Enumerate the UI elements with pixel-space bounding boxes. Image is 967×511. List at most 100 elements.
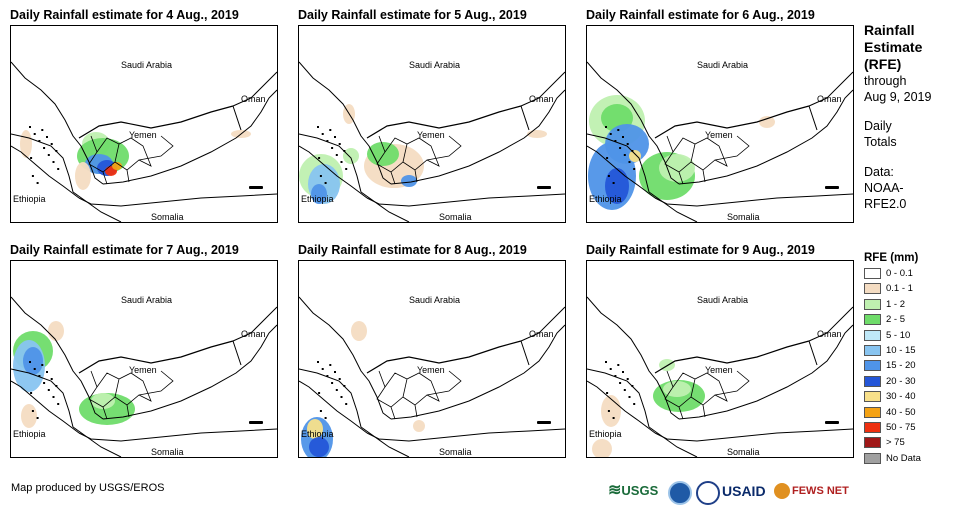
- panel-title: Daily Rainfall estimate for 9 Aug., 2019: [586, 243, 815, 257]
- info-title-2: Estimate: [864, 39, 923, 55]
- rfe-legend: RFE (mm) 0 - 0.1 0.1 - 1 1 - 2 2 - 5 5 - 10 1…: [864, 252, 964, 467]
- panel-title: Daily Rainfall estimate for 7 Aug., 2019: [10, 243, 239, 257]
- map-graphic: Saudi Arabia Oman Yemen Ethiopia Somalia: [299, 295, 565, 457]
- legend-item: 10 - 15: [864, 344, 964, 359]
- map-label-saudi: Saudi Arabia: [697, 295, 748, 305]
- info-title-3: (RFE): [864, 56, 902, 72]
- map-label-somalia: Somalia: [151, 212, 184, 222]
- legend-item: 5 - 10: [864, 329, 964, 344]
- legend-label: 20 - 30: [886, 375, 916, 387]
- legend-label: 0.1 - 1: [886, 283, 913, 295]
- usgs-logo: ≋USGS: [608, 482, 659, 499]
- legend-label: 5 - 10: [886, 329, 911, 341]
- map-label-ethiopia: Ethiopia: [589, 194, 622, 204]
- map-label-somalia: Somalia: [151, 447, 184, 457]
- legend-swatch: [864, 437, 881, 449]
- panel-title: Daily Rainfall estimate for 5 Aug., 2019: [298, 8, 527, 22]
- legend-label: > 75: [886, 437, 905, 449]
- map-label-yemen: Yemen: [129, 130, 157, 140]
- legend-swatch: [864, 298, 881, 310]
- legend-title: RFE (mm): [864, 252, 919, 264]
- map-label-yemen: Yemen: [417, 130, 445, 140]
- legend-item: 30 - 40: [864, 390, 964, 405]
- legend-item: 15 - 20: [864, 359, 964, 374]
- info-daily-1: Daily: [864, 119, 892, 133]
- rainfall-map: Saudi Arabia Oman Yemen Ethiopia Somalia: [298, 260, 566, 458]
- legend-item: 0.1 - 1: [864, 282, 964, 297]
- map-graphic: Saudi Arabia Oman Yemen Ethiopia Somalia: [587, 60, 853, 222]
- legend-swatch: [864, 406, 881, 418]
- rainfall-map: Saudi Arabia Oman Yemen Ethiopia Somalia: [298, 25, 566, 223]
- map-label-somalia: Somalia: [439, 212, 472, 222]
- map-label-oman: Oman: [241, 94, 266, 104]
- map-graphic: Saudi Arabia Oman Yemen Ethiopia Somalia: [11, 60, 277, 222]
- info-date: Aug 9, 2019: [864, 90, 932, 104]
- usaid-logo: USAID: [722, 483, 766, 499]
- info-daily-2: Totals: [864, 135, 897, 149]
- rainfall-map: Saudi Arabia Oman Yemen Ethiopia Somalia: [586, 25, 854, 223]
- info-data-2: NOAA-: [864, 181, 904, 195]
- legend-swatch: [864, 421, 881, 433]
- legend-swatch: [864, 452, 881, 464]
- legend-label: 0 - 0.1: [886, 268, 913, 279]
- panel-title: Daily Rainfall estimate for 6 Aug., 2019: [586, 8, 815, 22]
- map-label-yemen: Yemen: [705, 130, 733, 140]
- legend-label: 10 - 15: [886, 344, 916, 356]
- info-through: through: [864, 74, 907, 88]
- legend-label: 50 - 75: [886, 421, 916, 433]
- map-label-saudi: Saudi Arabia: [409, 60, 460, 70]
- rainfall-map: Saudi Arabia Oman Yemen Ethiopia Somalia: [586, 260, 854, 458]
- map-label-saudi: Saudi Arabia: [121, 60, 172, 70]
- map-label-somalia: Somalia: [439, 447, 472, 457]
- map-label-yemen: Yemen: [705, 365, 733, 375]
- map-label-oman: Oman: [817, 329, 842, 339]
- legend-item: 2 - 5: [864, 313, 964, 328]
- map-graphic: Saudi Arabia Oman Yemen Ethiopia Somalia: [11, 295, 277, 457]
- seal-logo: [696, 481, 720, 505]
- map-label-somalia: Somalia: [727, 212, 760, 222]
- map-label-oman: Oman: [241, 329, 266, 339]
- map-label-saudi: Saudi Arabia: [409, 295, 460, 305]
- noaa-logo: [668, 481, 692, 505]
- fews-net-logo: FEWS NET: [774, 479, 849, 503]
- map-graphic: Saudi Arabia Oman Yemen Ethiopia Somalia: [299, 60, 565, 222]
- legend-label: 15 - 20: [886, 360, 916, 372]
- legend-label: 40 - 50: [886, 406, 916, 418]
- map-info-panel: Rainfall Estimate (RFE) through Aug 9, 2…: [864, 22, 964, 212]
- map-label-somalia: Somalia: [727, 447, 760, 457]
- map-label-ethiopia: Ethiopia: [301, 194, 334, 204]
- info-title-1: Rainfall: [864, 22, 915, 38]
- panel-title: Daily Rainfall estimate for 8 Aug., 2019: [298, 243, 527, 257]
- map-label-yemen: Yemen: [417, 365, 445, 375]
- legend-swatch: [864, 329, 881, 341]
- panel-title: Daily Rainfall estimate for 4 Aug., 2019: [10, 8, 239, 22]
- legend-item: 50 - 75: [864, 421, 964, 436]
- map-label-oman: Oman: [529, 329, 554, 339]
- legend-swatch: [864, 360, 881, 372]
- map-label-yemen: Yemen: [129, 365, 157, 375]
- legend-label: 1 - 2: [886, 298, 906, 310]
- map-label-ethiopia: Ethiopia: [589, 429, 622, 439]
- legend-swatch: [864, 391, 881, 403]
- info-data-1: Data:: [864, 165, 894, 179]
- legend-label: 30 - 40: [886, 391, 916, 403]
- map-label-ethiopia: Ethiopia: [13, 429, 46, 439]
- map-label-oman: Oman: [529, 94, 554, 104]
- legend-swatch: [864, 344, 881, 356]
- map-label-saudi: Saudi Arabia: [697, 60, 748, 70]
- map-label-ethiopia: Ethiopia: [13, 194, 46, 204]
- legend-item: 1 - 2: [864, 298, 964, 313]
- legend-item: 40 - 50: [864, 406, 964, 421]
- map-label-saudi: Saudi Arabia: [121, 295, 172, 305]
- map-label-ethiopia: Ethiopia: [301, 429, 334, 439]
- legend-label: 2 - 5: [886, 314, 906, 326]
- map-label-oman: Oman: [817, 94, 842, 104]
- legend-item: 0 - 0.1: [864, 267, 964, 282]
- legend-swatch: [864, 283, 881, 295]
- legend-item: No Data: [864, 452, 964, 467]
- legend-item: > 75: [864, 436, 964, 451]
- map-credit: Map produced by USGS/EROS: [11, 482, 165, 494]
- legend-swatch: [864, 314, 881, 326]
- partner-logos: ≋USGS USAID FEWS NET: [608, 479, 858, 505]
- rainfall-map: Saudi Arabia Oman Yemen Ethiopia Somalia: [10, 25, 278, 223]
